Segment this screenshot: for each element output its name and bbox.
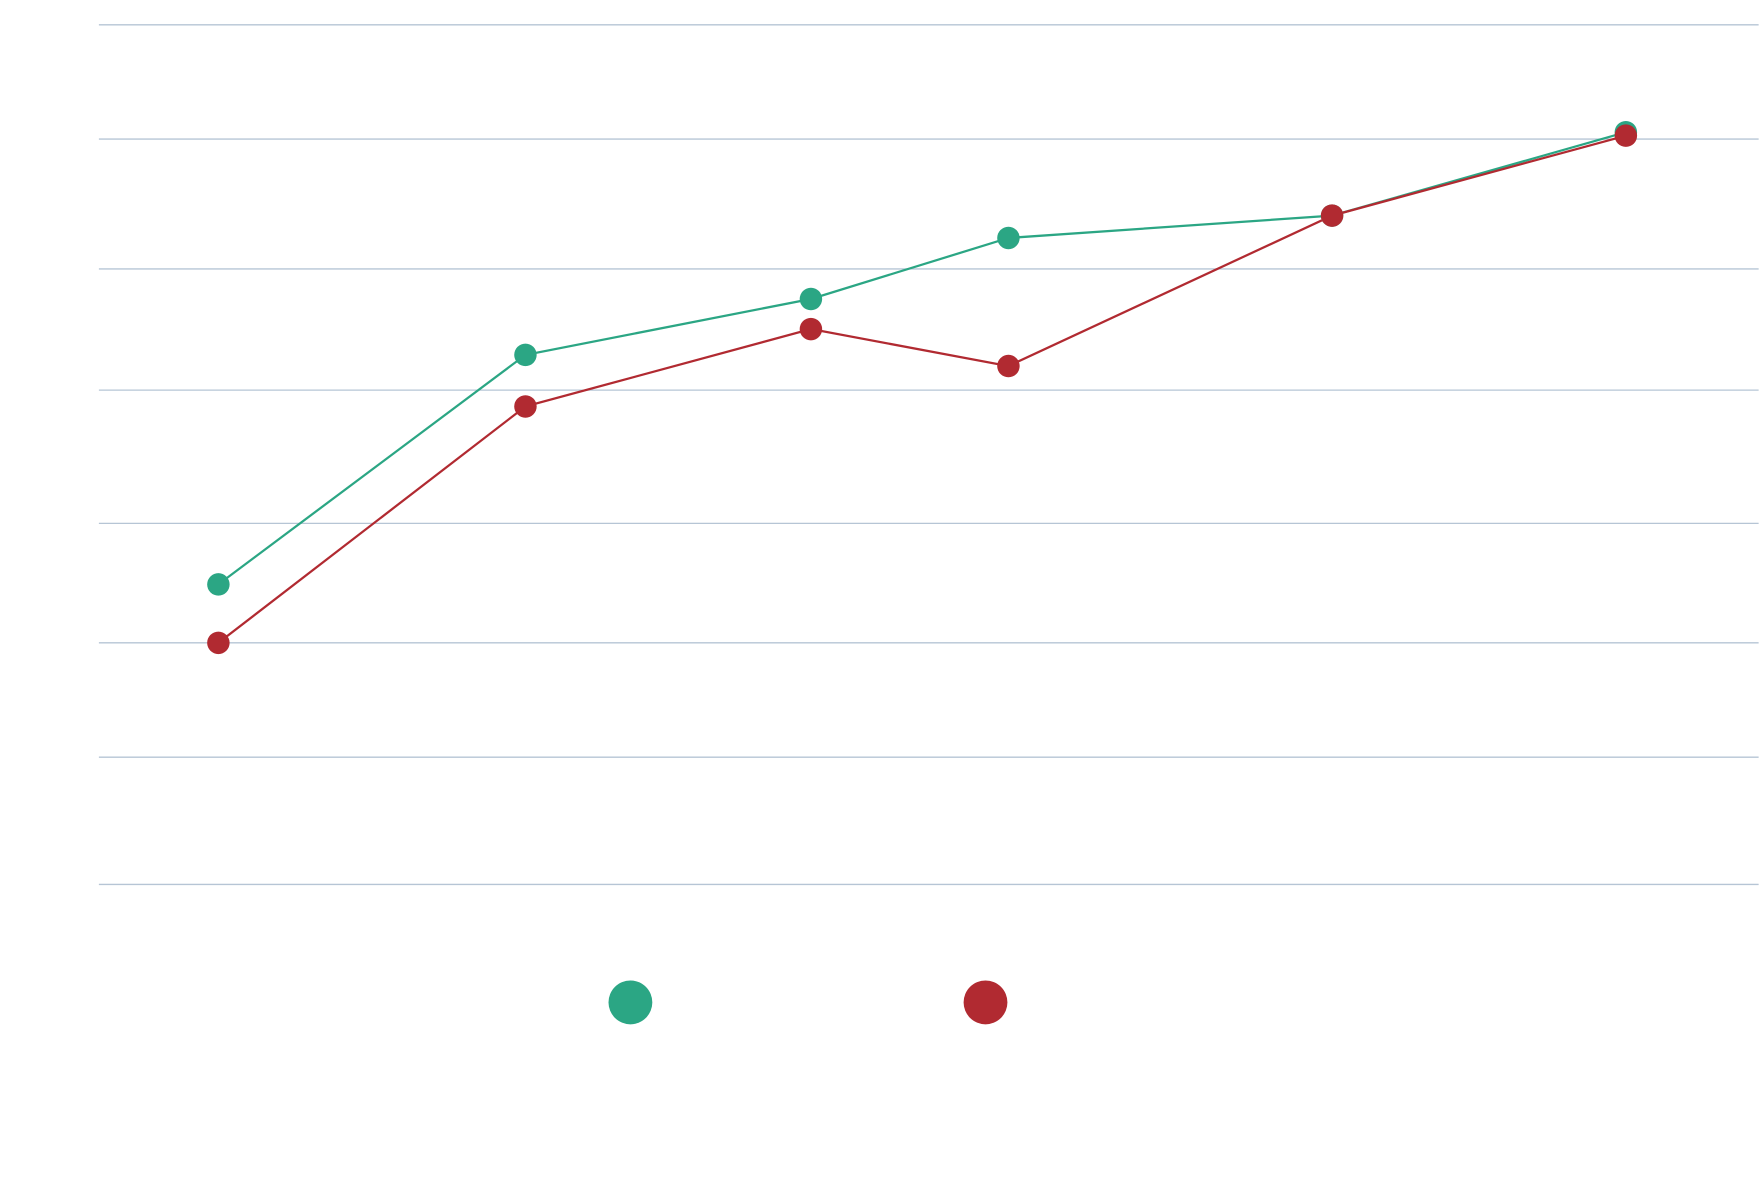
- y-tick-label: 86.7: [59, 130, 90, 147]
- series-line: [217, 131, 1627, 586]
- data-point: [997, 354, 1020, 378]
- y-tick-label: 28.1: [59, 634, 90, 651]
- y-tick-label: 71.6: [59, 260, 90, 277]
- y-tick-label: 14.8: [59, 748, 90, 765]
- y-tick-label: 42: [72, 515, 89, 532]
- data-point: [1614, 124, 1638, 147]
- y-tick-label: 57.5: [59, 381, 90, 398]
- legend-swatch: [963, 980, 1008, 1025]
- data-point: [799, 287, 823, 311]
- y-tick-label: 100: [64, 16, 90, 33]
- data-point: [514, 343, 537, 367]
- data-point: [799, 317, 823, 341]
- data-point: [207, 631, 230, 655]
- legend-swatch: [608, 980, 653, 1025]
- data-point: [997, 226, 1020, 250]
- data-point: [207, 573, 230, 596]
- data-point: [514, 395, 537, 418]
- series-line: [217, 134, 1627, 644]
- y-tick-label: 0: [81, 876, 90, 893]
- data-point: [1320, 204, 1344, 227]
